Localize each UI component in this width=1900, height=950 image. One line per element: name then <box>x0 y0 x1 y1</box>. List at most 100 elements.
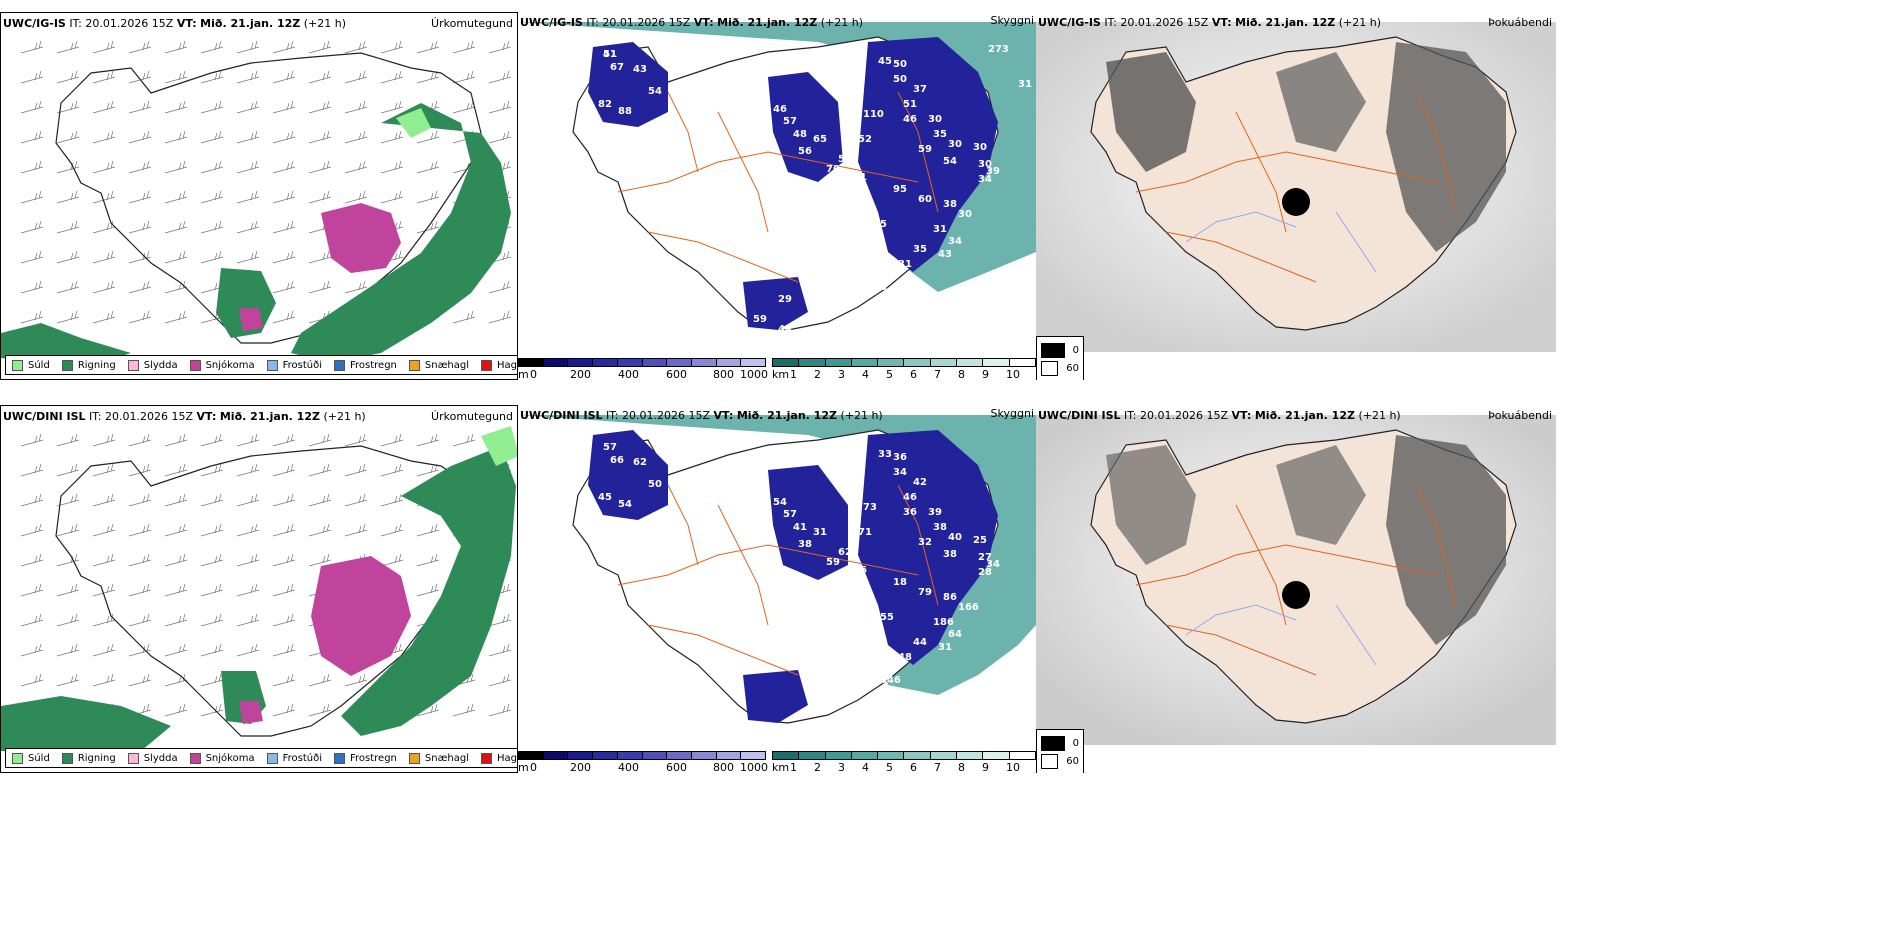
wind-barb <box>56 280 80 294</box>
fog-dark-east <box>1386 42 1506 252</box>
wind-barb <box>344 40 368 54</box>
snow-area-south <box>239 701 263 724</box>
wind-barb <box>308 130 332 144</box>
cloud-base-label: 43 <box>938 249 952 260</box>
cloud-base-label: 67 <box>610 62 624 73</box>
wind-barb <box>128 100 152 114</box>
wind-barb <box>236 523 260 537</box>
wind-barb <box>272 493 296 507</box>
wind-barb <box>236 250 260 264</box>
cloud-base-label: 54 <box>648 86 662 97</box>
wind-barb <box>308 280 332 294</box>
fog-map-top[interactable] <box>1036 12 1556 352</box>
legend-item-sudl: Súld <box>12 752 50 764</box>
precip-map-top[interactable] <box>1 13 518 380</box>
wind-barb <box>416 523 440 537</box>
cloud-base-south <box>743 277 808 330</box>
it-value: 20.01.2026 15Z <box>622 409 711 422</box>
wind-barb <box>200 523 224 537</box>
it-value: 20.01.2026 15Z <box>85 17 174 30</box>
wind-barb <box>200 703 224 717</box>
cloud-base-label: 3646 <box>873 675 901 686</box>
cloud-base-label: 30 <box>973 142 987 153</box>
cloud-base-label: 41 <box>603 49 617 60</box>
cloud-base-label: 57 <box>783 509 797 520</box>
cloud-base-label: 186 <box>933 617 954 628</box>
vt-label: VT: <box>713 409 734 422</box>
fog-dark-spot <box>1282 188 1310 216</box>
wind-barb <box>272 250 296 264</box>
wind-barb <box>164 493 188 507</box>
cloud-base-label: 31 <box>813 527 827 538</box>
wind-barb <box>488 643 512 657</box>
lead-time: (+21 h) <box>840 409 883 422</box>
wind-barb <box>452 433 476 447</box>
cloud-base-label: 47 <box>573 459 587 470</box>
wind-barb <box>92 280 116 294</box>
wind-barb <box>488 100 512 114</box>
cloud-base-label: 57 <box>603 442 617 453</box>
wind-barb <box>92 463 116 477</box>
lead-time: (+21 h) <box>820 16 864 29</box>
cloud-base-label: 45 <box>878 56 892 67</box>
wind-barb <box>92 493 116 507</box>
wind-barb <box>128 463 152 477</box>
cloud-base-label: 65 <box>873 219 887 230</box>
wind-barb <box>272 553 296 567</box>
fog-map-bottom[interactable] <box>1036 405 1556 745</box>
vt-value: Mið. 21.jan. 12Z <box>200 17 301 30</box>
wind-barb <box>164 433 188 447</box>
wind-barb <box>344 523 368 537</box>
wind-barb <box>56 673 80 687</box>
cloud-base-label: 34 <box>986 559 1000 570</box>
iceland-coastline <box>55 52 482 344</box>
cloud-panel-bottom: 57 47 66 62 50 45 54 66 46 54 57 41 38 31 59 57 73 71 62 26… <box>518 405 1036 773</box>
wind-barb <box>92 433 116 447</box>
vt-label: VT: <box>1231 409 1252 422</box>
snow-area-south <box>239 308 263 331</box>
wind-barb <box>272 130 296 144</box>
legend-swatch <box>12 752 23 764</box>
wind-barb <box>308 250 332 264</box>
it-value: 20.01.2026 15Z <box>105 410 194 423</box>
wind-barb <box>488 310 512 324</box>
legend-swatch <box>189 359 201 371</box>
wind-barb <box>272 160 296 174</box>
cloud-base-label: 273 <box>988 44 1009 55</box>
wind-barb <box>92 100 116 114</box>
fog-header-top: UWC/IG-IS IT: 20.01.2026 15Z VT: Mið. 21… <box>1038 16 1381 29</box>
cloud-base-label: 31 <box>898 259 912 270</box>
wind-barb <box>236 220 260 234</box>
cloud-base-label: 46 <box>903 492 917 503</box>
wind-barb <box>344 280 368 294</box>
wind-barb <box>128 673 152 687</box>
cloud-base-label: 43 <box>633 64 647 75</box>
vt-value: Mið. 21.jan. 12Z <box>1235 16 1336 29</box>
wind-barb <box>92 160 116 174</box>
cloud-base-label: 59 <box>918 144 932 155</box>
wind-barb <box>56 190 80 204</box>
wind-barb <box>164 220 188 234</box>
cloud-base-label: 28 <box>978 567 992 578</box>
wind-barb <box>236 553 260 567</box>
cloud-base-label: 71 <box>858 527 872 538</box>
cloud-base-label: 30 <box>978 159 992 170</box>
legend-swatch <box>334 752 345 764</box>
road-network <box>617 484 939 676</box>
legend-swatch <box>12 359 23 371</box>
wind-barb <box>236 130 260 144</box>
precip-map-bottom[interactable] <box>1 406 518 773</box>
cloud-base-label: 34 <box>978 174 992 185</box>
cloud-base-label: 38 <box>943 549 957 560</box>
cloud-base-label: 62 <box>633 457 647 468</box>
wind-barb <box>128 220 152 234</box>
legend-item-snaehagl: Snæhagl <box>408 359 469 371</box>
wind-barb <box>92 70 116 84</box>
wind-barb <box>308 433 332 447</box>
wind-barb <box>164 673 188 687</box>
cloud-base-label: 19 <box>833 209 847 220</box>
